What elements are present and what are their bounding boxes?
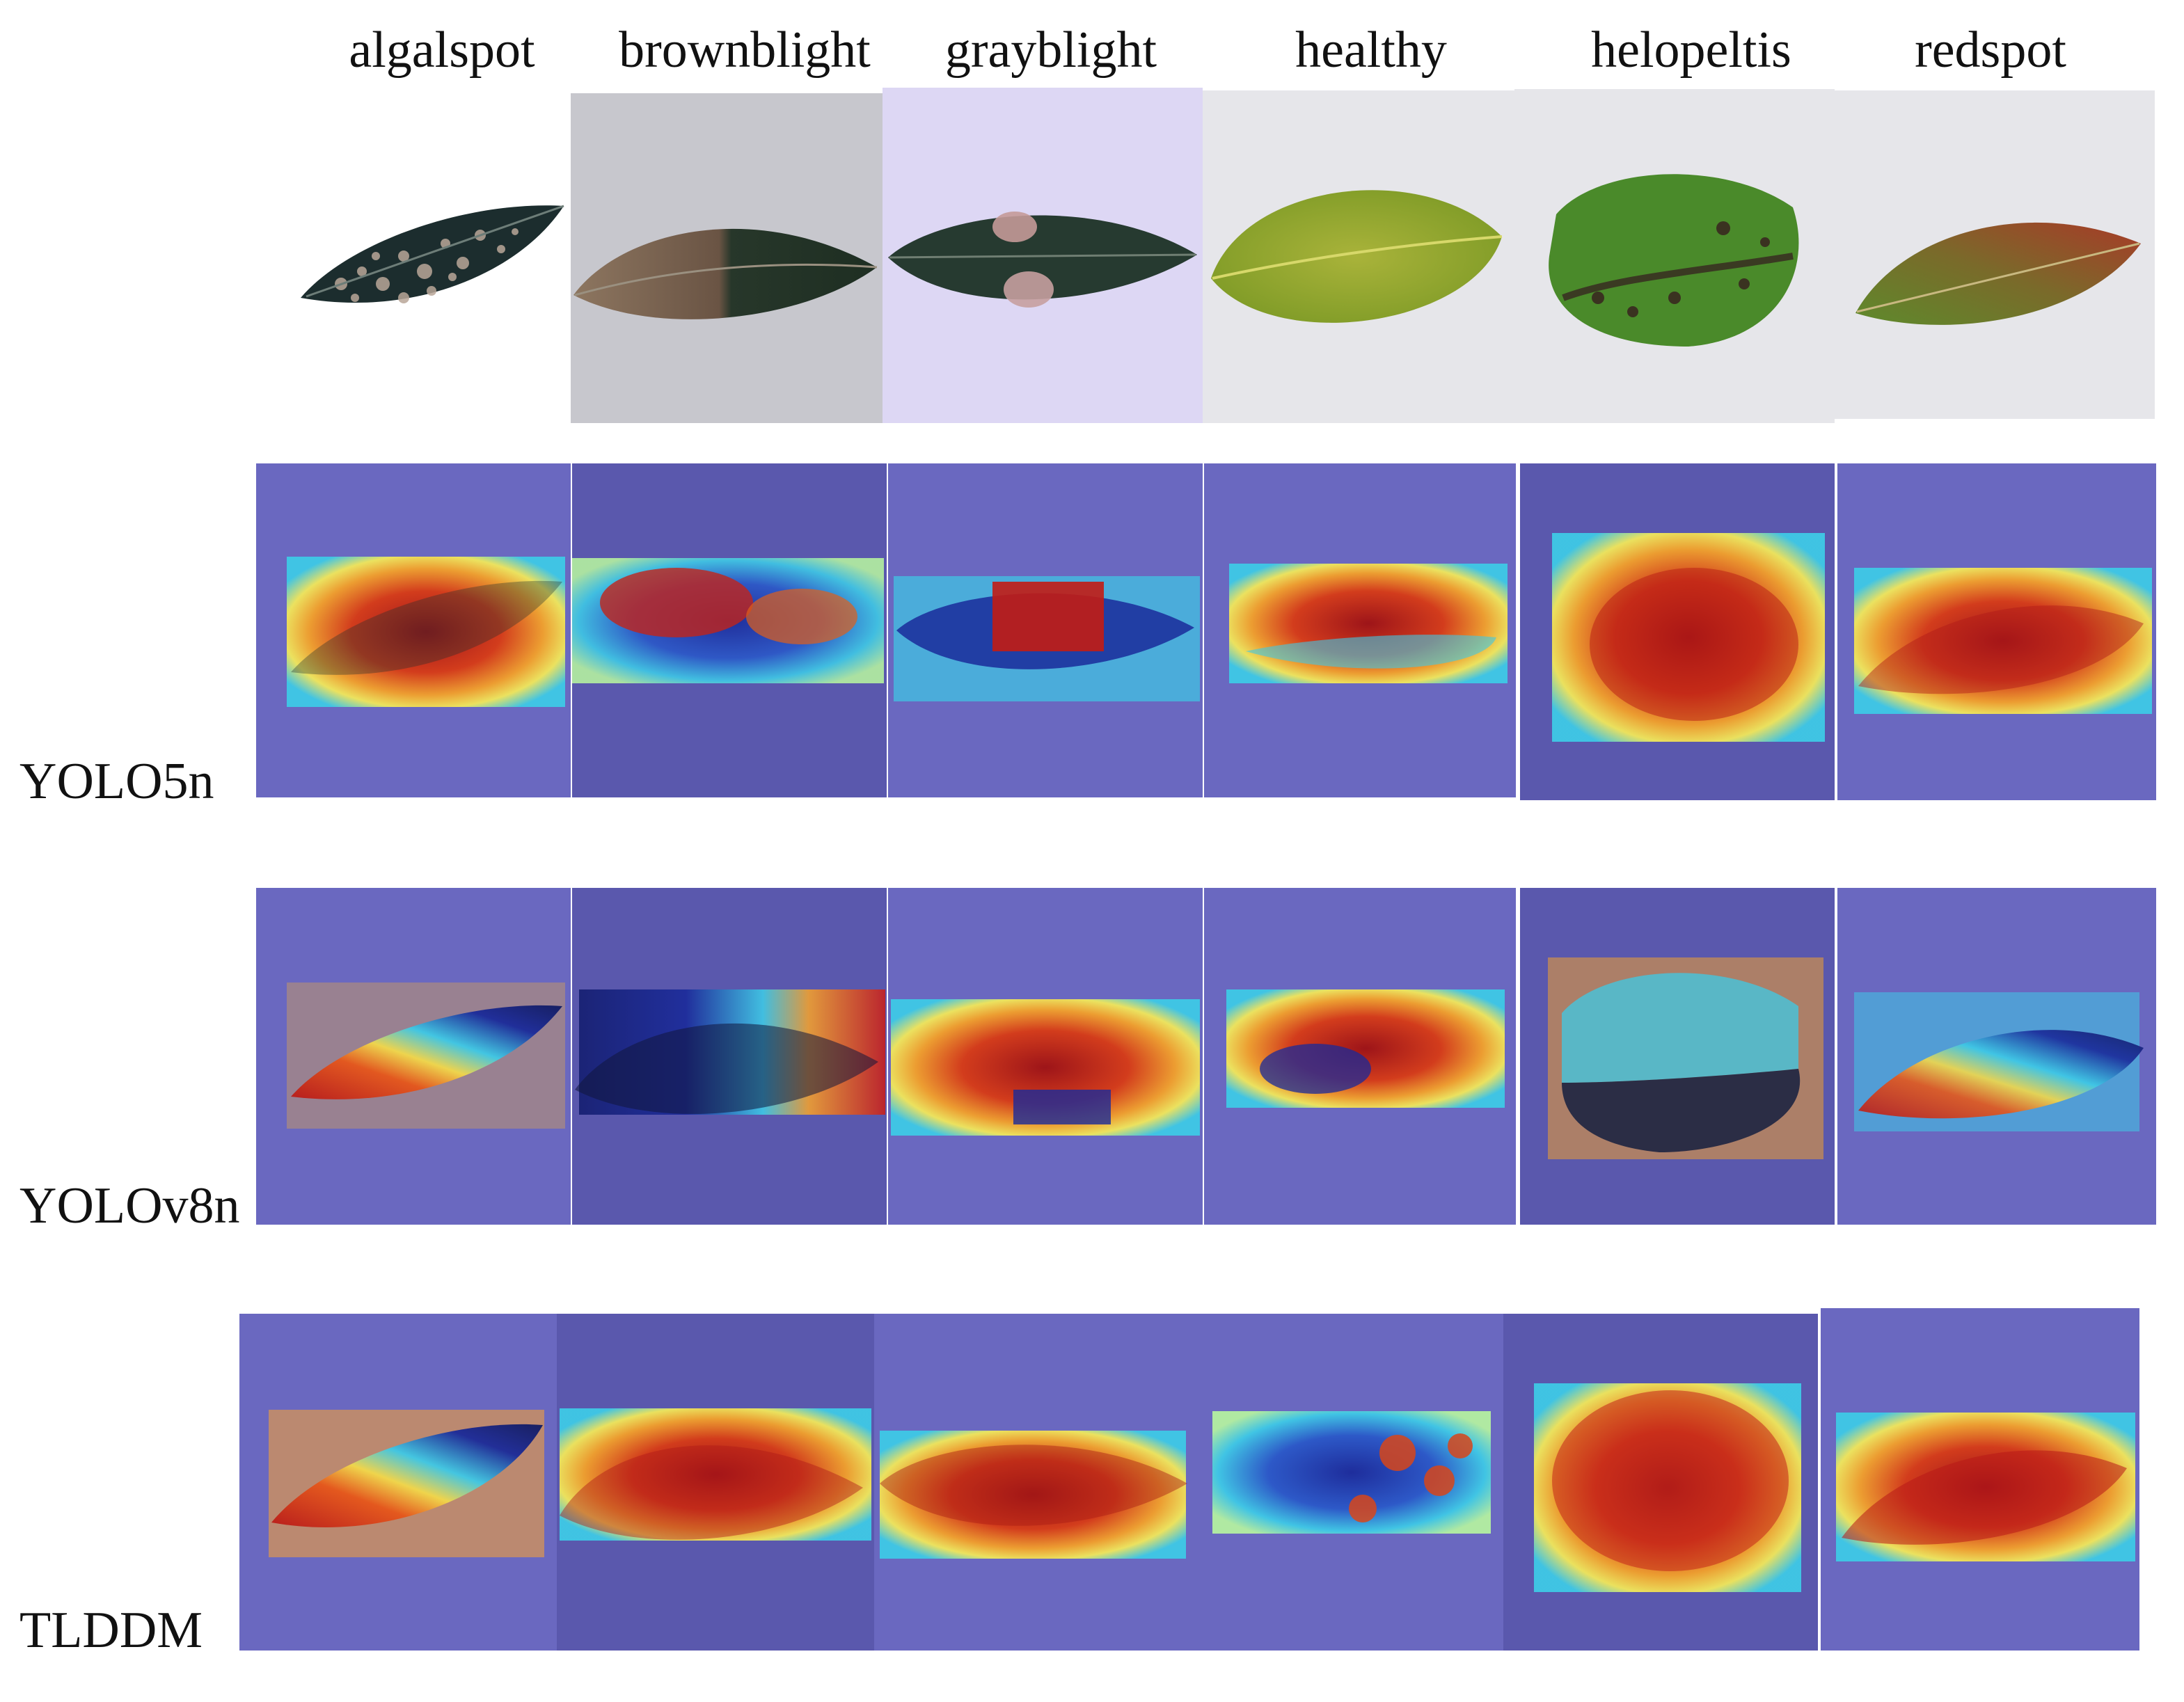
photo-healthy <box>1203 90 1514 423</box>
photo-algalspot <box>292 89 571 423</box>
photo-brownblight <box>571 93 883 423</box>
leaf-algalspot-image <box>301 205 564 303</box>
heatmap-tlddm-brownblight <box>557 1314 874 1651</box>
leaf-healthy-image <box>1211 190 1503 323</box>
heatmap-tlddm-helopeltis <box>1503 1314 1818 1651</box>
heatmap-yolov8n-grayblight <box>888 888 1203 1225</box>
column-label-helopeltis: helopeltis <box>1591 22 1791 79</box>
heatmap-yolo5n-grayblight <box>888 463 1203 797</box>
heatmap-yolov8n-algalspot <box>256 888 571 1225</box>
heatmap-yolov8n-helopeltis <box>1520 888 1835 1225</box>
heatmap-tlddm-algalspot <box>239 1314 557 1651</box>
row-label-tlddm: TLDDM <box>19 1602 203 1659</box>
heatmap-tlddm-redspot <box>1821 1308 2139 1651</box>
leaf-redspot-image <box>1855 222 2141 325</box>
heatmap-yolo5n-brownblight <box>572 463 887 797</box>
column-label-algalspot: algalspot <box>349 22 535 79</box>
row-label-yolo5n: YOLO5n <box>19 753 214 810</box>
photo-redspot <box>1835 90 2155 419</box>
heatmap-tlddm-healthy <box>1189 1314 1503 1651</box>
heatmap-tlddm-grayblight <box>874 1314 1189 1651</box>
heatmap-yolo5n-healthy <box>1204 463 1516 797</box>
heatmap-yolov8n-healthy <box>1204 888 1516 1225</box>
row-label-yolov8n: YOLOv8n <box>19 1177 240 1234</box>
heatmap-yolov8n-redspot <box>1837 888 2156 1225</box>
photo-helopeltis <box>1514 89 1835 423</box>
heatmap-yolov8n-brownblight <box>572 888 887 1225</box>
photo-grayblight <box>883 88 1203 423</box>
column-label-grayblight: grayblight <box>944 22 1157 79</box>
leaf-brownblight-image <box>573 228 878 319</box>
column-label-brownblight: brownblight <box>619 22 871 79</box>
heatmap-yolo5n-redspot <box>1837 463 2156 800</box>
column-label-healthy: healthy <box>1295 22 1447 79</box>
column-label-redspot: redspot <box>1915 22 2066 79</box>
leaf-grayblight-image <box>888 212 1197 308</box>
leaf-helopeltis-image <box>1549 174 1799 347</box>
heatmap-yolo5n-helopeltis <box>1520 463 1835 800</box>
heatmap-yolo5n-algalspot <box>256 463 571 797</box>
